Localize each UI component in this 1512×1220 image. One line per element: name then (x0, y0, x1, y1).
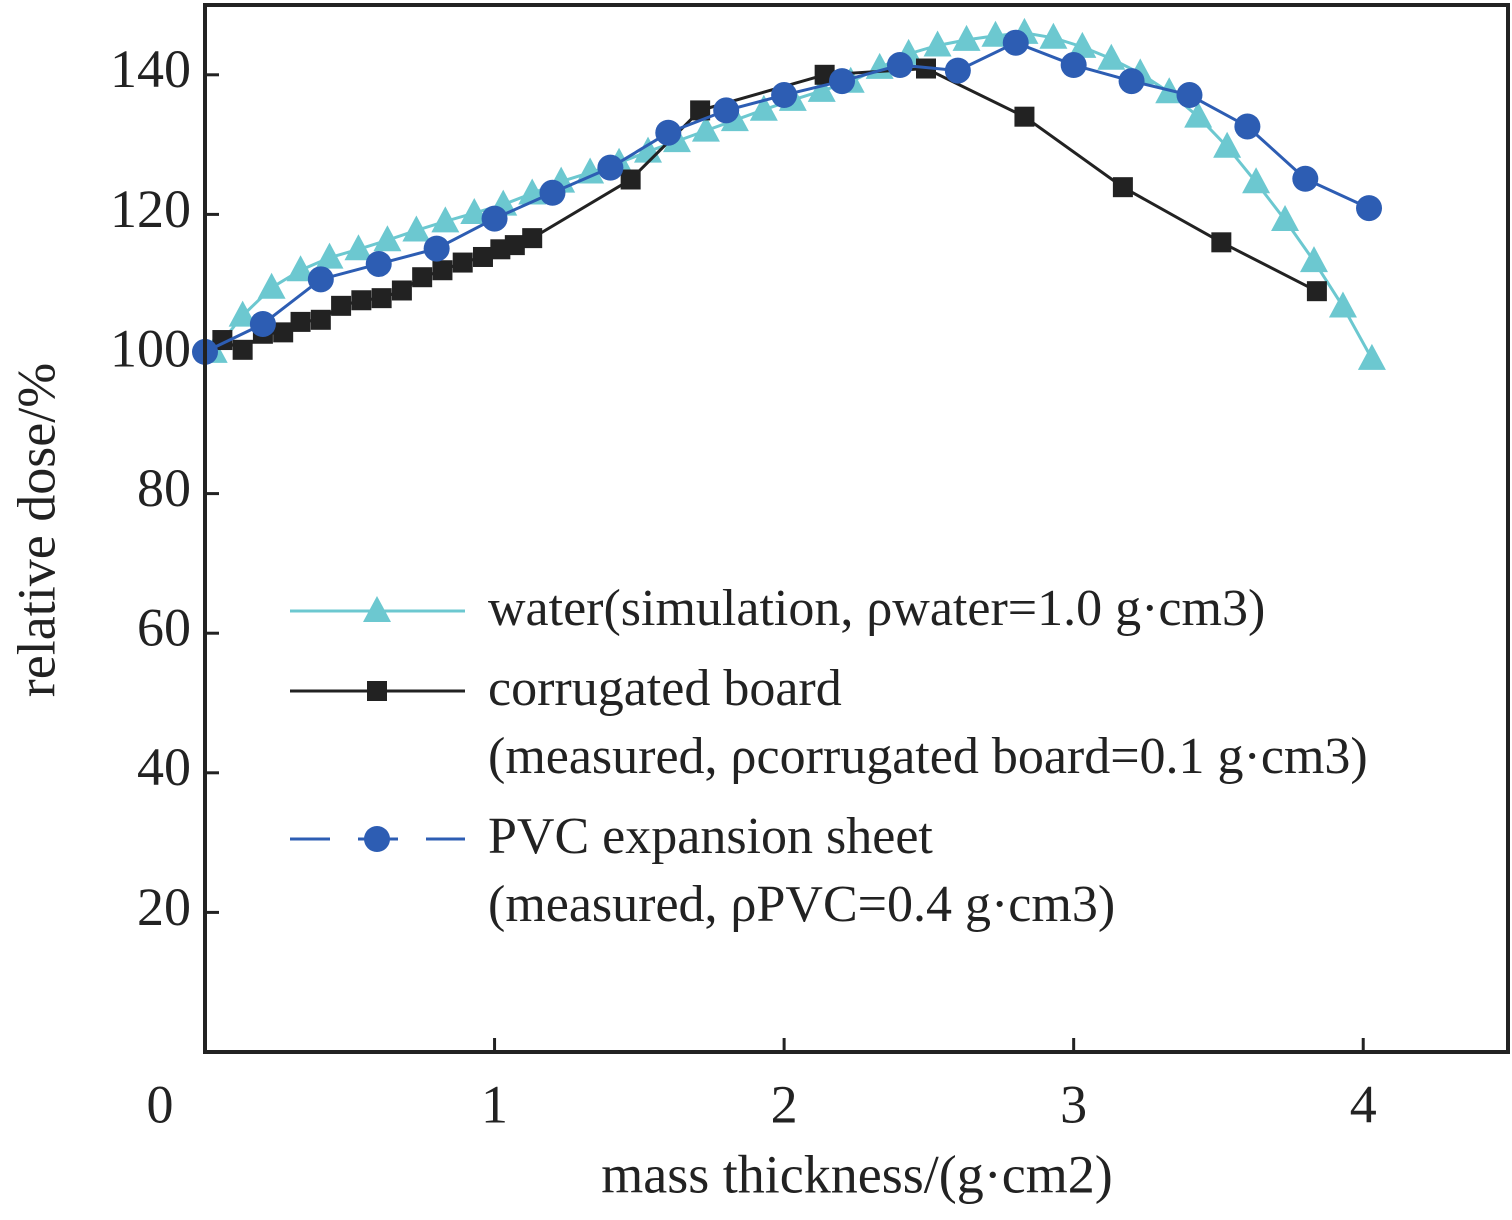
legend-label: water(simulation, ρwater=1.0 g·cm3) (488, 580, 1266, 637)
marker-triangle (807, 75, 836, 102)
marker-triangle (1271, 204, 1300, 231)
marker-circle (307, 266, 334, 293)
legend-swatch (290, 826, 465, 852)
legend-label: corrugated board (measured, ρcorrugated … (488, 660, 1368, 785)
marker-triangle (1242, 167, 1271, 194)
marker-square (1211, 232, 1232, 253)
marker-triangle (923, 30, 952, 57)
marker-triangle (228, 300, 257, 327)
marker-circle (481, 205, 508, 232)
legend-label: PVC expansion sheet (measured, ρPVC=0.4 … (488, 808, 1116, 933)
marker-triangle (1213, 131, 1242, 158)
x-tick-label: 2 (771, 1074, 798, 1134)
marker-triangle (344, 234, 373, 261)
marker-square (1112, 177, 1133, 198)
marker-circle (1234, 113, 1261, 140)
marker-square (371, 288, 392, 309)
marker-triangle (373, 225, 402, 252)
marker-triangle (1097, 43, 1126, 70)
series-line (212, 31, 1374, 360)
marker-square (504, 235, 525, 256)
marker-triangle (315, 242, 344, 269)
marker-triangle (431, 206, 460, 233)
marker-triangle (1039, 22, 1068, 49)
marker-square (620, 169, 641, 190)
marker-triangle (952, 24, 981, 51)
marker-circle (1118, 68, 1145, 95)
y-tick-label: 20 (137, 877, 191, 937)
marker-square (310, 309, 331, 330)
marker-square (290, 311, 311, 332)
y-axis-label: relative dose/% (6, 363, 66, 697)
legend-swatch (290, 596, 465, 622)
marker-triangle (460, 198, 489, 225)
marker-circle (713, 97, 740, 124)
marker-triangle (286, 255, 315, 282)
legend-entry: water(simulation, ρwater=1.0 g·cm3) (285, 575, 1368, 643)
y-tick-label: 40 (137, 737, 191, 797)
marker-triangle (1299, 246, 1328, 273)
marker-triangle (257, 272, 286, 299)
marker-triangle (363, 596, 391, 622)
marker-square (412, 267, 433, 288)
marker-square (522, 228, 543, 249)
marker-triangle (691, 115, 720, 142)
marker-circle (597, 154, 624, 181)
marker-circle (829, 68, 856, 95)
marker-triangle (749, 94, 778, 121)
marker-square (1306, 281, 1327, 302)
legend: water(simulation, ρwater=1.0 g·cm3) corru… (285, 575, 1368, 951)
marker-circle (1176, 82, 1203, 109)
marker-triangle (981, 20, 1010, 47)
marker-circle (1002, 29, 1029, 56)
marker-circle (365, 250, 392, 277)
x-tick-label: 0 (147, 1074, 174, 1134)
marker-circle (886, 52, 913, 79)
marker-circle (1356, 195, 1383, 222)
marker-circle (655, 119, 682, 146)
marker-circle (1292, 165, 1319, 192)
marker-triangle (1068, 31, 1097, 58)
marker-square (367, 681, 387, 701)
y-tick-label: 60 (137, 598, 191, 658)
x-tick-label: 1 (481, 1074, 508, 1134)
marker-square (232, 339, 253, 360)
marker-triangle (1184, 101, 1213, 128)
marker-square (273, 322, 294, 343)
legend-entry: corrugated board (measured, ρcorrugated … (285, 655, 1368, 791)
legend-swatch (290, 681, 465, 701)
marker-square (432, 260, 453, 281)
x-axis-label: mass thickness/(g·cm2) (601, 1144, 1112, 1204)
legend-entry: PVC expansion sheet (measured, ρPVC=0.4 … (285, 803, 1368, 939)
marker-triangle (1328, 291, 1357, 318)
marker-triangle (1357, 343, 1386, 370)
y-tick-label: 100 (110, 318, 191, 378)
marker-square (351, 290, 372, 311)
marker-square (1014, 106, 1035, 127)
y-tick-label: 80 (137, 458, 191, 518)
marker-square (452, 252, 473, 273)
marker-square (690, 100, 711, 121)
x-tick-label: 3 (1060, 1074, 1087, 1134)
y-tick-label: 120 (110, 179, 191, 239)
marker-triangle (576, 157, 605, 184)
marker-circle (771, 82, 798, 109)
x-tick-label: 4 (1350, 1074, 1377, 1134)
marker-square (472, 246, 493, 267)
marker-circle (539, 179, 566, 206)
marker-circle (249, 310, 276, 337)
plot-frame (203, 3, 1510, 1054)
marker-circle (423, 235, 450, 262)
marker-square (391, 280, 412, 301)
marker-circle (364, 826, 390, 852)
marker-square (331, 295, 352, 316)
marker-triangle (402, 215, 431, 242)
marker-circle (1060, 52, 1087, 79)
marker-circle (944, 57, 971, 84)
y-tick-label: 140 (110, 39, 191, 99)
